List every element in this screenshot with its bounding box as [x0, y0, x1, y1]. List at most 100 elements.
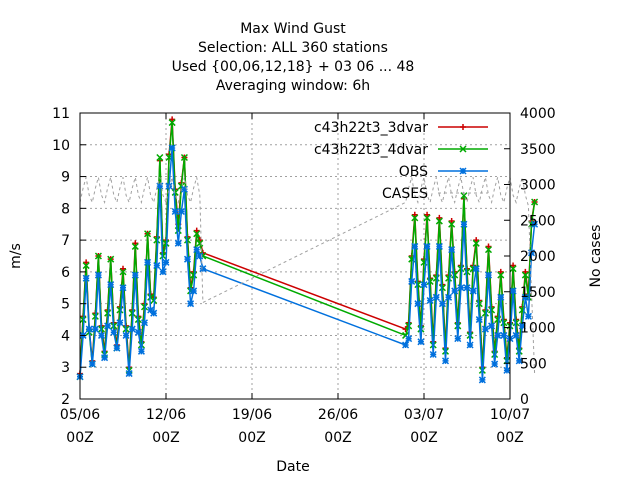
series-layer: [76, 116, 539, 384]
data-point: [153, 236, 161, 244]
data-point: [134, 328, 142, 336]
y2-axis-label: No cases: [588, 225, 604, 288]
data-point: [451, 287, 459, 295]
data-point: [432, 293, 440, 301]
y-tick-label: 2: [61, 392, 70, 408]
data-point: [472, 239, 480, 247]
data-point: [459, 145, 467, 153]
data-point: [445, 293, 453, 301]
x-axis-label: Date: [276, 459, 309, 475]
data-point: [414, 281, 422, 289]
data-point: [531, 220, 539, 228]
x-tick-label-date: 26/06: [318, 407, 358, 423]
data-point: [187, 300, 195, 308]
data-point: [475, 300, 483, 308]
x-tick-label-hour: 00Z: [66, 430, 93, 446]
data-point: [199, 265, 207, 273]
data-point: [193, 230, 201, 238]
y2-tick-label: 3000: [520, 178, 556, 194]
data-point: [491, 360, 499, 368]
data-point: [150, 296, 158, 305]
data-point: [119, 268, 127, 276]
data-point: [472, 265, 480, 273]
legend-entry: c43h22t3_3dvar: [314, 120, 488, 136]
grid: [80, 113, 510, 399]
data-point: [497, 293, 505, 301]
data-point: [116, 319, 124, 327]
data-point: [475, 316, 483, 324]
x-tick-label-date: 12/06: [146, 407, 186, 423]
data-point: [457, 284, 465, 292]
data-point: [83, 259, 90, 266]
data-point: [454, 335, 462, 343]
data-point: [131, 271, 139, 279]
data-point: [402, 341, 410, 349]
series-line: [79, 147, 536, 380]
series-line: [79, 122, 536, 377]
data-point: [473, 237, 480, 244]
legend-entry: CASES: [382, 186, 488, 202]
data-point: [518, 322, 526, 330]
data-point: [131, 242, 139, 250]
data-point: [162, 258, 170, 266]
data-point: [174, 239, 182, 247]
data-point: [411, 242, 419, 250]
y2-tick-label: 3500: [520, 142, 556, 158]
data-point: [156, 153, 164, 162]
data-point: [494, 331, 502, 339]
data-point: [405, 335, 413, 343]
data-point: [426, 277, 434, 285]
data-point: [128, 309, 136, 317]
data-point: [521, 293, 529, 301]
series-c43h22t3-4dvar: [76, 119, 539, 381]
data-point: [429, 350, 437, 359]
data-point: [159, 268, 167, 276]
x-tick-label-date: 19/06: [232, 407, 272, 423]
data-point: [466, 341, 474, 349]
data-point: [169, 116, 176, 123]
legend-entry: OBS: [399, 164, 488, 180]
data-point: [153, 262, 161, 270]
data-point: [420, 281, 428, 289]
legend: c43h22t3_3dvar c43h22t3_4dvar OBS CASES: [314, 120, 488, 202]
data-point: [94, 252, 102, 260]
data-point: [527, 249, 536, 257]
data-point: [85, 325, 93, 333]
y2-tick-label: 500: [520, 356, 547, 372]
data-point: [101, 354, 109, 362]
x-tick-label-hour: 00Z: [238, 430, 265, 446]
y2-tick-label: 4000: [520, 106, 556, 122]
data-point: [162, 239, 170, 247]
data-point: [193, 227, 200, 234]
data-point: [156, 182, 164, 190]
y2-tick-label: 2000: [520, 249, 556, 265]
data-point: [120, 265, 126, 272]
y-tick-label: 4: [61, 328, 70, 344]
data-point: [91, 325, 99, 333]
data-point: [478, 376, 486, 384]
title-line: Selection: ALL 360 stations: [198, 40, 388, 56]
data-point: [140, 303, 149, 311]
data-point: [509, 265, 517, 273]
x-tick-label-date: 03/07: [404, 407, 444, 423]
y-tick-label: 9: [61, 170, 70, 186]
data-point: [522, 268, 529, 275]
data-point: [485, 243, 492, 250]
y-tick-label: 6: [61, 265, 70, 281]
data-point: [438, 284, 446, 292]
data-point: [448, 246, 456, 254]
data-point: [423, 242, 431, 250]
x-tick-label-hour: 00Z: [324, 430, 351, 446]
legend-label: CASES: [382, 186, 428, 202]
data-point: [481, 325, 489, 333]
data-point: [424, 211, 431, 218]
data-point: [484, 246, 493, 254]
data-point: [113, 344, 121, 352]
data-point: [180, 153, 188, 162]
data-point: [497, 268, 504, 275]
data-point: [484, 271, 493, 279]
data-point: [426, 296, 434, 305]
data-point: [104, 322, 112, 330]
y2-tick-label: 1500: [520, 285, 556, 301]
